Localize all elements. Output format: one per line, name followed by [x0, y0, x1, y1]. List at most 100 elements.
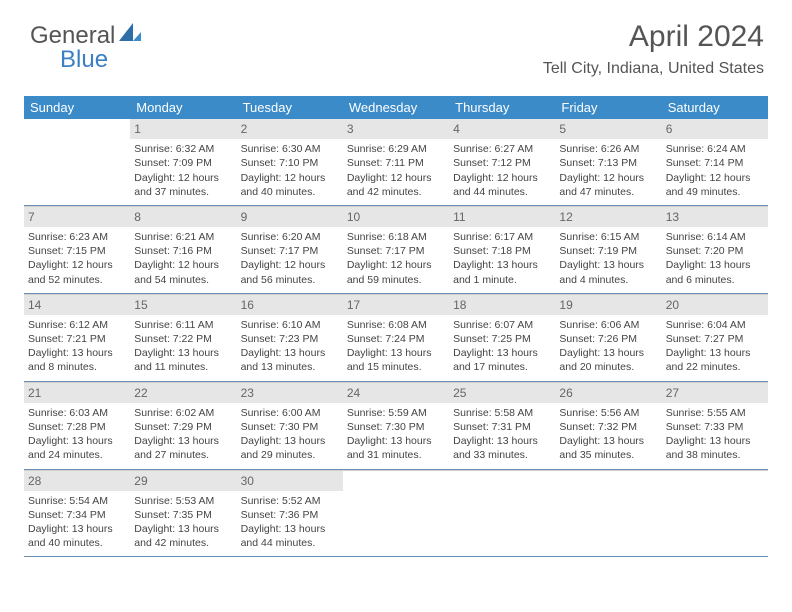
- sunrise-text: Sunrise: 6:29 AM: [347, 142, 445, 156]
- location-subtitle: Tell City, Indiana, United States: [543, 60, 764, 78]
- daylight-text: Daylight: 13 hours and 38 minutes.: [666, 434, 764, 462]
- day-cell: 4Sunrise: 6:27 AMSunset: 7:12 PMDaylight…: [449, 119, 555, 205]
- day-cell: 26Sunrise: 5:56 AMSunset: 7:32 PMDayligh…: [555, 382, 661, 469]
- day-number: 20: [662, 295, 768, 315]
- daylight-text: Daylight: 13 hours and 4 minutes.: [559, 258, 657, 286]
- day-cell: 13Sunrise: 6:14 AMSunset: 7:20 PMDayligh…: [662, 206, 768, 293]
- sunset-text: Sunset: 7:15 PM: [28, 244, 126, 258]
- sunset-text: Sunset: 7:32 PM: [559, 420, 657, 434]
- daylight-text: Daylight: 12 hours and 40 minutes.: [241, 171, 339, 199]
- dow-monday: Monday: [130, 96, 236, 119]
- daylight-text: Daylight: 13 hours and 13 minutes.: [241, 346, 339, 374]
- daylight-text: Daylight: 13 hours and 33 minutes.: [453, 434, 551, 462]
- sunrise-text: Sunrise: 5:59 AM: [347, 406, 445, 420]
- sunset-text: Sunset: 7:12 PM: [453, 156, 551, 170]
- dow-thursday: Thursday: [449, 96, 555, 119]
- day-number: 12: [555, 207, 661, 227]
- sunrise-text: Sunrise: 6:10 AM: [241, 318, 339, 332]
- sunrise-text: Sunrise: 6:12 AM: [28, 318, 126, 332]
- daylight-text: Daylight: 12 hours and 52 minutes.: [28, 258, 126, 286]
- day-number: 28: [24, 471, 130, 491]
- week-row: 14 Sunrise: 6:12 AMSunset: 7:21 PM Dayligh…: [24, 294, 768, 382]
- daylight-text: Daylight: 13 hours and 40 minutes.: [28, 522, 126, 550]
- daylight-text: Daylight: 12 hours and 44 minutes.: [453, 171, 551, 199]
- day-cell: 23 Sunrise: 6:00 AMSunset: 7:30 PMDayligh…: [237, 382, 343, 469]
- sunrise-text: Sunrise: 6:32 AM: [134, 142, 232, 156]
- sunset-text: Sunset: 7:09 PM: [134, 156, 232, 170]
- week-row: 28Sunrise: 5:54 AMSunset: 7:34 PMDayligh…: [24, 470, 768, 558]
- daylight-text: Daylight: 12 hours and 54 minutes.: [134, 258, 232, 286]
- sunset-text: Sunset: 7:21 PM: [28, 332, 126, 346]
- day-cell: 17Sunrise: 6:08 AMSunset: 7:24 PMDayligh…: [343, 294, 449, 381]
- day-number: 15: [130, 295, 236, 315]
- daylight-text: Daylight: 12 hours and 42 minutes.: [347, 171, 445, 199]
- sunset-text: Sunset: 7:25 PM: [453, 332, 551, 346]
- day-number: 23: [237, 383, 343, 403]
- daylight-text: Daylight: 13 hours and 15 minutes.: [347, 346, 445, 374]
- sunrise-text: Sunrise: 6:11 AM: [134, 318, 232, 332]
- sunset-text: Sunset: 7:28 PM: [28, 420, 126, 434]
- day-number: 13: [662, 207, 768, 227]
- sunset-text: Sunset: 7:18 PM: [453, 244, 551, 258]
- day-cell: 8 Sunrise: 6:21 AMSunset: 7:16 PMDaylight…: [130, 206, 236, 293]
- day-number: 16: [237, 295, 343, 315]
- daylight-text: Daylight: 13 hours and 24 minutes.: [28, 434, 126, 462]
- dow-tuesday: Tuesday: [237, 96, 343, 119]
- sunrise-text: Sunrise: 6:30 AM: [241, 142, 339, 156]
- brand-text-2: Blue: [60, 46, 108, 74]
- day-number: 26: [555, 383, 661, 403]
- sunrise-text: Sunrise: 6:21 AM: [134, 230, 232, 244]
- daylight-text: Daylight: 12 hours and 37 minutes.: [134, 171, 232, 199]
- sunrise-text: Sunrise: 5:56 AM: [559, 406, 657, 420]
- sunrise-text: Sunrise: 6:06 AM: [559, 318, 657, 332]
- daylight-text: Daylight: 13 hours and 29 minutes.: [241, 434, 339, 462]
- day-number: 14: [24, 295, 130, 315]
- sunset-text: Sunset: 7:17 PM: [347, 244, 445, 258]
- day-cell: [555, 470, 661, 557]
- day-number: 8: [130, 207, 236, 227]
- sunrise-text: Sunrise: 6:20 AM: [241, 230, 339, 244]
- sunrise-text: Sunrise: 5:53 AM: [134, 494, 232, 508]
- calendar-grid: Sunday Monday Tuesday Wednesday Thursday…: [24, 96, 768, 557]
- day-number: 1: [130, 119, 236, 139]
- sunrise-text: Sunrise: 6:02 AM: [134, 406, 232, 420]
- day-cell: 14Sunrise: 6:12 AMSunset: 7:21 PMDayligh…: [24, 294, 130, 381]
- daylight-text: Daylight: 12 hours and 59 minutes.: [347, 258, 445, 286]
- day-cell: 1 Sunrise: 6:32 AMSunset: 7:09 PMDaylight…: [130, 119, 236, 205]
- day-number: 18: [449, 295, 555, 315]
- day-cell: 25Sunrise: 5:58 AMSunset: 7:31 PMDayligh…: [449, 382, 555, 469]
- sunset-text: Sunset: 7:33 PM: [666, 420, 764, 434]
- day-number: 21: [24, 383, 130, 403]
- daylight-text: Daylight: 13 hours and 22 minutes.: [666, 346, 764, 374]
- sunset-text: Sunset: 7:17 PM: [241, 244, 339, 258]
- sunrise-text: Sunrise: 6:04 AM: [666, 318, 764, 332]
- sunset-text: Sunset: 7:24 PM: [347, 332, 445, 346]
- sunset-text: Sunset: 7:26 PM: [559, 332, 657, 346]
- day-cell: 30Sunrise: 5:52 AMSunset: 7:36 PMDayligh…: [237, 470, 343, 557]
- day-cell: 28Sunrise: 5:54 AMSunset: 7:34 PMDayligh…: [24, 470, 130, 557]
- sunset-text: Sunset: 7:34 PM: [28, 508, 126, 522]
- day-cell: 22Sunrise: 6:02 AMSunset: 7:29 PMDayligh…: [130, 382, 236, 469]
- day-cell: 20Sunrise: 6:04 AMSunset: 7:27 PMDayligh…: [662, 294, 768, 381]
- sunrise-text: Sunrise: 6:17 AM: [453, 230, 551, 244]
- sunrise-text: Sunrise: 6:14 AM: [666, 230, 764, 244]
- sunset-text: Sunset: 7:16 PM: [134, 244, 232, 258]
- day-cell: 3Sunrise: 6:29 AMSunset: 7:11 PMDaylight…: [343, 119, 449, 205]
- sunset-text: Sunset: 7:36 PM: [241, 508, 339, 522]
- week-row: 21Sunrise: 6:03 AMSunset: 7:28 PMDayligh…: [24, 382, 768, 470]
- day-number: 9: [237, 207, 343, 227]
- day-number: 29: [130, 471, 236, 491]
- sunset-text: Sunset: 7:20 PM: [666, 244, 764, 258]
- sunset-text: Sunset: 7:31 PM: [453, 420, 551, 434]
- month-year-title: April 2024: [543, 20, 764, 54]
- sunset-text: Sunset: 7:23 PM: [241, 332, 339, 346]
- day-number: 19: [555, 295, 661, 315]
- daylight-text: Daylight: 13 hours and 11 minutes.: [134, 346, 232, 374]
- sunrise-text: Sunrise: 6:18 AM: [347, 230, 445, 244]
- day-cell: 21Sunrise: 6:03 AMSunset: 7:28 PMDayligh…: [24, 382, 130, 469]
- day-cell: [24, 119, 130, 205]
- week-row: 7Sunrise: 6:23 AMSunset: 7:15 PMDaylight…: [24, 206, 768, 294]
- sunrise-text: Sunrise: 6:00 AM: [241, 406, 339, 420]
- day-number: 5: [555, 119, 661, 139]
- sunset-text: Sunset: 7:30 PM: [241, 420, 339, 434]
